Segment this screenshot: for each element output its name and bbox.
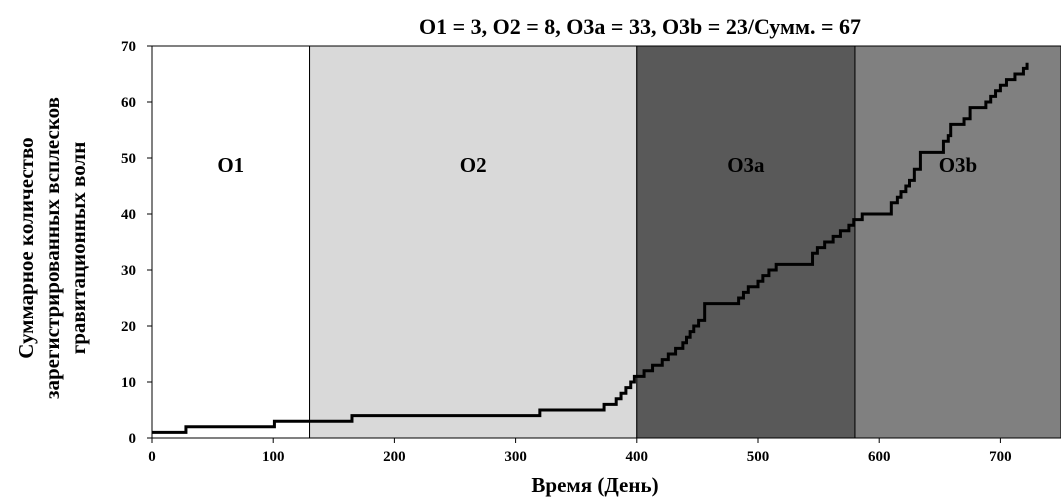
y-axis-label: Суммарное количество зарегистрированных …	[14, 97, 90, 399]
region-label-o2: O2	[460, 153, 487, 177]
x-axis-ticks: 0 100 200 300 400 500 600 700	[148, 438, 1012, 465]
y-tick-label: 40	[121, 207, 136, 223]
y-tick-label: 30	[121, 263, 136, 279]
y-axis-label-line-3: гравитационных волн	[66, 142, 90, 355]
region-label-o1: O1	[217, 153, 244, 177]
cumulative-step-line	[152, 62, 1029, 434]
region-o1	[151, 45, 311, 439]
y-tick-label: 10	[121, 375, 136, 391]
x-tick-label: 200	[383, 449, 406, 465]
x-tick-label: 500	[747, 449, 770, 465]
y-tick-label: 70	[121, 39, 136, 55]
y-tick-label: 20	[121, 319, 136, 335]
region-o3a	[636, 45, 856, 439]
cumulative-series	[152, 62, 1029, 434]
x-tick-label: 600	[868, 449, 891, 465]
region-o2	[309, 45, 638, 439]
x-tick-label: 0	[148, 449, 156, 465]
y-tick-label: 60	[121, 95, 136, 111]
observation-runs	[151, 45, 1061, 439]
observation-run-labels: O1 O2 O3a O3b	[217, 153, 977, 177]
y-tick-label: 50	[121, 151, 136, 167]
region-o3b	[854, 45, 1061, 439]
chart-title: O1 = 3, O2 = 8, O3a = 33, O3b = 23/Сумм.…	[419, 14, 861, 39]
plot-frame	[151, 45, 1061, 439]
x-tick-label: 100	[262, 449, 285, 465]
x-tick-label: 300	[504, 449, 527, 465]
x-tick-label: 400	[626, 449, 649, 465]
x-axis-label: Время (День)	[531, 473, 658, 497]
y-axis-label-line-1: Суммарное количество	[14, 137, 38, 358]
y-tick-label: 0	[129, 431, 137, 447]
region-label-o3a: O3a	[727, 153, 765, 177]
y-axis-ticks: 0 10 20 30 40 50 60 70	[121, 39, 152, 447]
y-axis-label-line-2: зарегистрированных всплесков	[40, 97, 64, 399]
region-label-o3b: O3b	[939, 153, 978, 177]
x-tick-label: 700	[989, 449, 1012, 465]
